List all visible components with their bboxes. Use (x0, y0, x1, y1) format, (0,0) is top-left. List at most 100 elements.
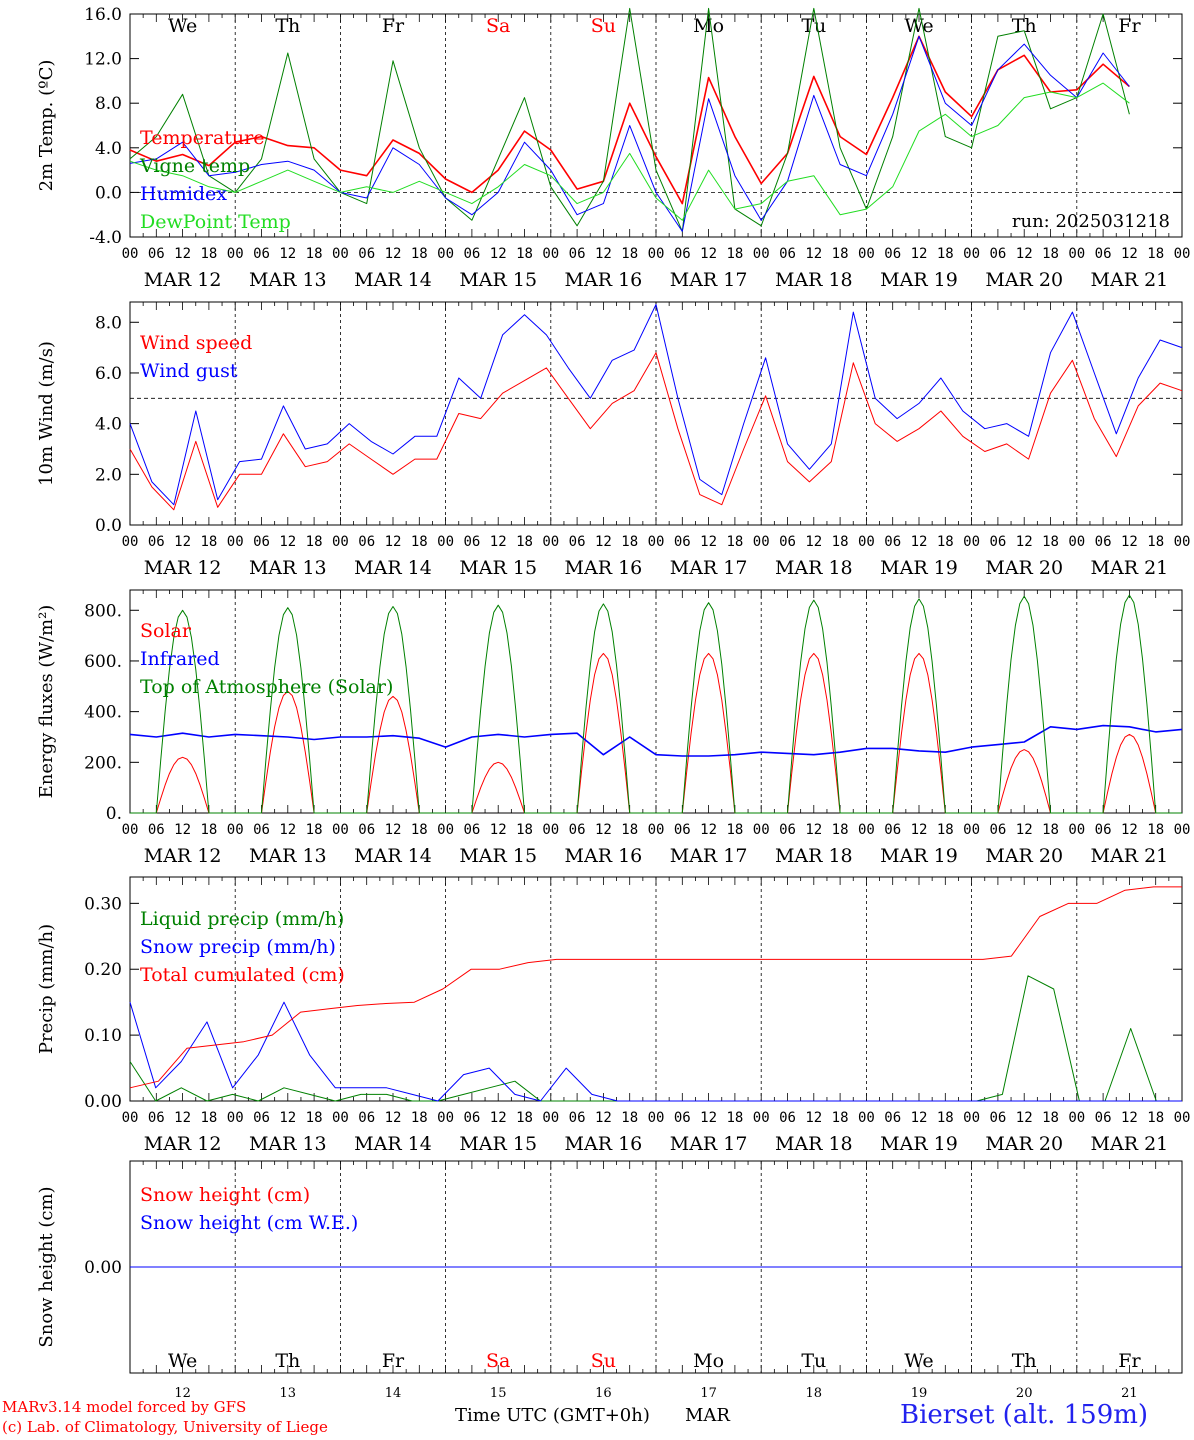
day-label: MAR 15 (459, 1133, 537, 1155)
x-tick-label: 06 (884, 822, 901, 838)
x-axis-month: MAR (685, 1405, 730, 1426)
x-tick-label: 06 (674, 822, 691, 838)
panel-snow: 0.00 Snow height (cm) 12 13 14 15 16 17 18 19 20 21… (36, 1160, 1183, 1401)
y-axis-label: Energy fluxes (W/m²) (36, 605, 57, 799)
weekday-label: Fr (382, 15, 405, 37)
panel-wind: 0.0 2.0 4.0 6.0 8.0 10m Wind (m/s) 00 06 12 18 00 0… (36, 301, 1190, 579)
panel-temp: -4.0 0.0 4.0 8.0 12.0 16.0 2m Temp. (ºC) 00 06 12… (36, 5, 1190, 291)
weekday-label: Th (275, 15, 300, 37)
x-tick-label: 00 (858, 534, 875, 550)
weekday-label: Th (1012, 1350, 1037, 1372)
x-tick-label: 12 (174, 534, 191, 550)
day-label: MAR 13 (249, 845, 327, 867)
legend-entry: Total cumulated (cm) (140, 964, 345, 986)
x-tick-label: 06 (148, 246, 165, 262)
x-tick-label: 00 (227, 1110, 244, 1126)
x-tick-label: 00 (753, 822, 770, 838)
x-tick-label: 00 (122, 822, 139, 838)
day-label: MAR 19 (880, 557, 958, 579)
copyright: (c) Lab. of Climatology, University of L… (2, 1418, 328, 1436)
x-tick-label: 12 (385, 246, 402, 262)
weekday-label: Tu (801, 15, 826, 37)
legend-entry: Snow height (cm W.E.) (140, 1212, 358, 1234)
model-credit: MARv3.14 model forced by GFS (2, 1398, 247, 1416)
y-tick-label: 16.0 (84, 5, 122, 25)
day-label: MAR 17 (670, 845, 748, 867)
day-label: MAR 21 (1091, 1133, 1169, 1155)
x-tick-label: 00 (122, 246, 139, 262)
y-axis-label: Snow height (cm) (36, 1186, 57, 1347)
y-tick-label: 8.0 (95, 94, 122, 114)
x-tick-label: 18 (411, 1110, 428, 1126)
legend-entry: DewPoint Temp (140, 211, 291, 233)
run-label: run: 2025031218 (1012, 211, 1170, 232)
x-tick-label: 18 (937, 1110, 954, 1126)
x-tick-label: 06 (148, 822, 165, 838)
day-label: MAR 20 (985, 269, 1063, 291)
x-tick-label: 18 (1147, 534, 1164, 550)
x-tick-label: 18 (1147, 246, 1164, 262)
series-snow-precip-mm-h- (129, 1001, 1182, 1102)
legend-entry: Solar (140, 620, 192, 642)
day-label: MAR 17 (670, 1133, 748, 1155)
x-tick-label: 06 (989, 246, 1006, 262)
x-tick-label: 18 (937, 822, 954, 838)
weekday-label: Mo (693, 1350, 724, 1372)
x-tick-label: 18 (306, 246, 323, 262)
x-tick-label: 12 (1016, 534, 1033, 550)
x-tick-label: 12 (385, 534, 402, 550)
x-tick-label: 12 (911, 246, 928, 262)
day-label: MAR 12 (144, 845, 222, 867)
x-tick-label: 00 (227, 822, 244, 838)
x-tick-label: 00 (963, 822, 980, 838)
legend-entry: Infrared (140, 648, 220, 670)
x-tick-label: 18 (306, 1110, 323, 1126)
x-tick-label: 18 (1042, 534, 1059, 550)
y-tick-label: 4.0 (95, 139, 122, 159)
x-tick-label: 06 (674, 1110, 691, 1126)
x-tick-label: 12 (174, 822, 191, 838)
x-tick-label: 06 (989, 822, 1006, 838)
day-label: MAR 15 (459, 557, 537, 579)
day-label: MAR 13 (249, 1133, 327, 1155)
x-tick-label: 12 (279, 822, 296, 838)
weekday-label: We (904, 15, 933, 37)
x-tick-label: 00 (648, 534, 665, 550)
day-label: MAR 21 (1091, 845, 1169, 867)
x-tick-label: 00 (122, 1110, 139, 1126)
x-tick-label: 12 (490, 1110, 507, 1126)
x-tick-label: 06 (253, 534, 270, 550)
station-name: Bierset (alt. 159m) (900, 1400, 1149, 1430)
day-label: MAR 17 (670, 557, 748, 579)
x-tick-label: 12 (805, 246, 822, 262)
x-tick-label: 12 (279, 246, 296, 262)
x-tick-label: 00 (227, 246, 244, 262)
x-tick-label: 18 (306, 534, 323, 550)
series-temperature (129, 35, 1130, 205)
x-tick-label: 06 (463, 1110, 480, 1126)
x-tick-label: 06 (779, 1110, 796, 1126)
x-tick-label: 12 (1016, 822, 1033, 838)
weekday-label: Mo (693, 15, 724, 37)
x-tick-label: 06 (148, 1110, 165, 1126)
day-label: MAR 19 (880, 269, 958, 291)
day-label: MAR 19 (880, 845, 958, 867)
x-tick-label: 00 (437, 822, 454, 838)
x-tick-label: 06 (989, 1110, 1006, 1126)
y-tick-label: -4.0 (89, 228, 122, 248)
series-wind-speed (129, 352, 1183, 511)
day-number: 15 (490, 1386, 507, 1401)
x-tick-label: 00 (963, 534, 980, 550)
x-tick-label: 18 (200, 246, 217, 262)
x-tick-label: 18 (516, 822, 533, 838)
x-tick-label: 06 (358, 246, 375, 262)
x-tick-label: 12 (279, 1110, 296, 1126)
x-tick-label: 00 (963, 1110, 980, 1126)
x-tick-label: 06 (1095, 534, 1112, 550)
x-tick-label: 06 (358, 1110, 375, 1126)
x-tick-label: 12 (490, 534, 507, 550)
x-tick-label: 06 (1095, 246, 1112, 262)
x-tick-label: 06 (779, 534, 796, 550)
x-tick-label: 00 (332, 822, 349, 838)
